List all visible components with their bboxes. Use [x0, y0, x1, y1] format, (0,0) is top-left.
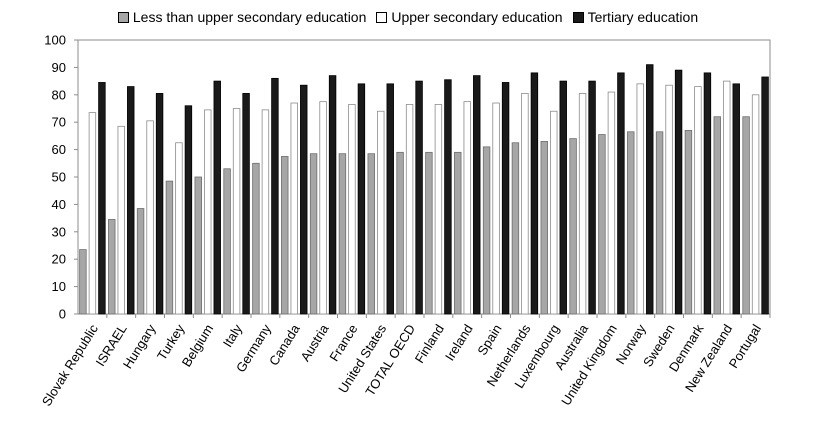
x-tick-label: Finland — [412, 322, 447, 366]
bar-2 — [88, 112, 97, 315]
bar-1 — [569, 138, 577, 315]
bar-3 — [646, 64, 654, 315]
bar-1 — [252, 162, 260, 315]
bar-2 — [434, 103, 443, 315]
bar-3 — [674, 69, 683, 315]
bar-1 — [540, 140, 548, 315]
bar-2 — [723, 80, 731, 315]
bar-1 — [598, 134, 606, 315]
bar-3 — [300, 84, 308, 315]
bar-2 — [521, 93, 529, 315]
bar-1 — [713, 116, 721, 315]
y-tick-label: 0 — [59, 307, 66, 322]
bar-1 — [425, 151, 433, 315]
bar-3 — [127, 86, 135, 315]
bar-2 — [751, 94, 760, 315]
bar-2 — [607, 91, 616, 315]
bar-2 — [232, 108, 241, 315]
bar-1 — [482, 146, 491, 315]
y-tick-label: 30 — [52, 224, 66, 239]
bar-3 — [559, 80, 567, 315]
legend-swatch — [572, 11, 584, 23]
bar-3 — [444, 79, 452, 315]
legend: Less than upper secondary education Upper… — [0, 9, 816, 25]
bar-1 — [165, 180, 174, 315]
bar-2 — [348, 103, 356, 315]
bar-1 — [194, 176, 202, 315]
bar-1 — [454, 151, 462, 315]
legend-label: Tertiary education — [587, 9, 699, 25]
bar-1 — [655, 131, 664, 315]
bar-2 — [636, 83, 644, 315]
bar-2 — [405, 103, 414, 315]
bar-1 — [367, 153, 375, 315]
bar-2 — [261, 109, 270, 315]
bar-1 — [742, 116, 750, 315]
bar-1 — [136, 208, 145, 315]
bar-1 — [627, 131, 635, 315]
y-tick-label: 90 — [52, 60, 66, 75]
y-tick-label: 50 — [52, 170, 66, 185]
bar-3 — [732, 83, 740, 315]
bar-3 — [415, 80, 423, 315]
y-tick-label: 80 — [52, 87, 66, 102]
legend-label: Upper secondary education — [391, 9, 563, 25]
bar-1 — [79, 249, 87, 315]
bar-2 — [578, 93, 587, 315]
bar-2 — [694, 86, 702, 315]
bar-3 — [588, 80, 596, 315]
y-tick-label: 70 — [52, 115, 66, 130]
bar-3 — [271, 77, 279, 315]
bar-2 — [319, 101, 327, 315]
bar-1 — [223, 168, 231, 315]
y-tick-label: 20 — [52, 252, 66, 267]
bar-1 — [511, 142, 520, 315]
legend-label: Less than upper secondary education — [132, 9, 367, 25]
bar-3 — [530, 72, 539, 315]
bar-2 — [204, 109, 212, 315]
y-tick-label: 100 — [44, 33, 66, 48]
x-tick-label: Ireland — [442, 322, 476, 364]
bar-3 — [98, 82, 106, 315]
bar-2 — [117, 125, 125, 315]
bar-3 — [761, 76, 769, 315]
bar-3 — [473, 75, 481, 315]
bar-1 — [396, 151, 404, 315]
y-tick-label: 60 — [52, 142, 66, 157]
bar-2 — [290, 102, 298, 315]
legend-item-3: Tertiary education — [572, 9, 699, 25]
bar-3 — [617, 72, 625, 315]
bar-3 — [184, 105, 193, 315]
bar-1 — [281, 156, 289, 315]
bar-1 — [684, 130, 693, 315]
bar-1 — [309, 153, 318, 315]
bar-2 — [146, 120, 154, 315]
bar-1 — [108, 219, 116, 315]
bar-3 — [703, 72, 712, 315]
bar-2 — [550, 110, 558, 315]
bar-2 — [665, 84, 673, 315]
legend-item-1: Less than upper secondary education — [117, 9, 367, 25]
x-tick-label: Italy — [220, 321, 246, 350]
legend-swatch — [376, 11, 388, 23]
x-tick-label: Slovak Republic — [39, 321, 101, 408]
bar-1 — [338, 153, 347, 315]
y-tick-label: 10 — [52, 279, 66, 294]
legend-item-2: Upper secondary education — [376, 9, 563, 25]
bar-3 — [386, 83, 394, 315]
bar-3 — [328, 75, 337, 315]
bar-2 — [463, 101, 471, 315]
x-tick-label: Spain — [474, 322, 504, 358]
bar-2 — [175, 142, 183, 315]
bar-2 — [377, 110, 385, 315]
bar-3 — [242, 93, 250, 315]
y-tick-label: 40 — [52, 197, 66, 212]
bar-3 — [213, 80, 221, 315]
bar-3 — [357, 83, 366, 315]
bar-3 — [155, 93, 164, 315]
legend-swatch — [117, 11, 129, 23]
bar-3 — [501, 82, 510, 315]
bar-2 — [492, 102, 500, 315]
